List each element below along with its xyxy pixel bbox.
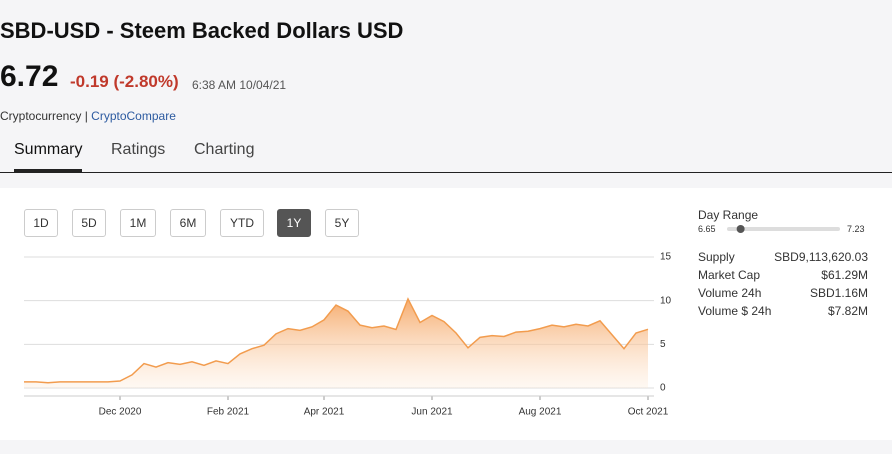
range-button[interactable]: 5Y [325, 209, 359, 237]
x-tick-label: Jun 2021 [411, 407, 453, 418]
day-range-label: Day Range [698, 208, 759, 222]
x-tick-label: Feb 2021 [207, 407, 250, 418]
price-change: -0.19 (-2.80%) [70, 72, 179, 91]
x-tick-label: Oct 2021 [628, 407, 669, 418]
stat-value: SBD1.16M [809, 286, 868, 300]
range-button[interactable]: 6M [170, 209, 206, 237]
day-range-marker [736, 225, 745, 233]
tab[interactable]: Ratings [111, 141, 166, 158]
tab[interactable]: Charting [194, 141, 255, 158]
price: 6.72 [0, 60, 59, 93]
y-tick-label: 15 [660, 252, 672, 263]
area-fill [24, 298, 648, 388]
x-tick-label: Dec 2020 [99, 407, 142, 418]
y-tick-label: 0 [660, 383, 666, 394]
price-line [24, 297, 649, 384]
page-title: SBD-USD - Steem Backed Dollars USD [0, 18, 404, 43]
separator: | [84, 109, 88, 123]
stat-value: $61.29M [821, 268, 868, 282]
tab-bar: Summary Ratings Charting [0, 141, 892, 173]
tab[interactable]: Summary [14, 141, 83, 172]
chart-card: 1D 5D 1M 6M YTD 1Y 5Y 0 5 10 15 Dec 2020 Feb 2021 Ap… [0, 188, 892, 440]
y-tick-label: 5 [660, 339, 666, 350]
stat-value: $7.82M [827, 304, 868, 318]
meta: Cryptocurrency | CryptoCompare [0, 109, 176, 123]
y-tick-label: 10 [660, 295, 672, 306]
x-tick-label: Apr 2021 [304, 407, 345, 418]
chart: 0 5 10 15 Dec 2020 Feb 2021 Apr 2021 Jun 2021 Au… [24, 225, 840, 418]
source-link[interactable]: CryptoCompare [91, 109, 176, 123]
category: Cryptocurrency [0, 109, 82, 123]
range-button[interactable]: 1M [120, 209, 156, 237]
stat-label: Market Cap [698, 268, 761, 282]
timestamp: 6:38 AM 10/04/21 [192, 78, 287, 92]
range-button[interactable]: 1D [24, 209, 58, 237]
stat-label: Volume $ 24h [698, 304, 772, 318]
range-button[interactable]: YTD [220, 209, 264, 237]
stat-label: Volume 24h [698, 286, 762, 300]
stat-value: SBD9,113,620.03 [774, 250, 868, 264]
day-range-track [727, 227, 840, 231]
day-range-high: 7.23 [847, 224, 865, 234]
x-tick-label: Aug 2021 [519, 407, 562, 418]
stat-label: Supply [698, 250, 735, 264]
range-button[interactable]: 1Y [277, 209, 311, 237]
day-range-low: 6.65 [698, 224, 716, 234]
range-button[interactable]: 5D [72, 209, 106, 237]
